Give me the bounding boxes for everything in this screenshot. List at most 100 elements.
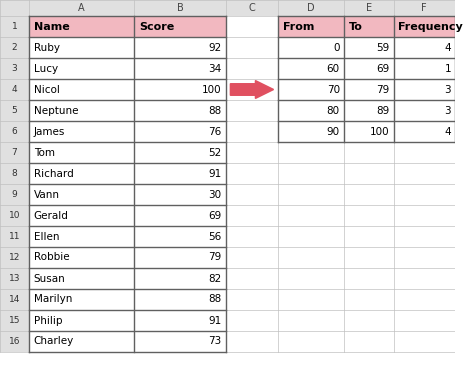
Text: 1: 1 xyxy=(11,22,17,31)
Text: 56: 56 xyxy=(209,231,222,241)
Bar xyxy=(278,205,344,226)
Text: E: E xyxy=(365,3,372,13)
Bar xyxy=(278,331,344,352)
Text: Philip: Philip xyxy=(34,315,62,326)
Text: Marilyn: Marilyn xyxy=(34,295,72,305)
Bar xyxy=(344,205,393,226)
Bar xyxy=(0,100,29,121)
Bar xyxy=(226,205,278,226)
Bar xyxy=(393,100,455,121)
Text: Vann: Vann xyxy=(34,189,60,199)
Bar xyxy=(393,268,455,289)
Bar xyxy=(226,0,278,16)
Bar xyxy=(135,268,226,289)
Bar xyxy=(135,163,226,184)
Bar xyxy=(0,247,29,268)
Bar xyxy=(0,16,29,37)
Bar xyxy=(278,289,344,310)
Text: 100: 100 xyxy=(202,84,222,94)
Text: 60: 60 xyxy=(327,64,340,74)
Bar xyxy=(226,226,278,247)
Bar xyxy=(278,16,344,37)
Bar xyxy=(135,310,226,331)
Text: D: D xyxy=(307,3,315,13)
Text: 3: 3 xyxy=(11,64,17,73)
Text: Frequency: Frequency xyxy=(398,22,463,32)
Bar xyxy=(344,163,393,184)
Text: 69: 69 xyxy=(376,64,390,74)
Bar xyxy=(226,79,278,100)
Text: Susan: Susan xyxy=(34,273,65,283)
Bar xyxy=(0,121,29,142)
Text: Score: Score xyxy=(139,22,174,32)
Bar xyxy=(29,184,135,205)
Text: 8: 8 xyxy=(11,169,17,178)
Bar xyxy=(344,310,393,331)
Text: Neptune: Neptune xyxy=(34,106,78,115)
Text: Gerald: Gerald xyxy=(34,211,68,221)
Bar xyxy=(226,58,278,79)
Bar xyxy=(393,79,455,100)
Bar xyxy=(393,121,455,142)
Text: 88: 88 xyxy=(209,295,222,305)
Text: James: James xyxy=(34,126,65,137)
Bar xyxy=(0,79,29,100)
Bar xyxy=(29,16,135,37)
Bar xyxy=(226,100,278,121)
Bar xyxy=(135,289,226,310)
Text: 90: 90 xyxy=(327,126,340,137)
Bar xyxy=(226,121,278,142)
Bar xyxy=(0,0,29,16)
Bar xyxy=(135,331,226,352)
Text: 79: 79 xyxy=(209,253,222,263)
Bar xyxy=(135,142,226,163)
Bar xyxy=(344,289,393,310)
Text: F: F xyxy=(421,3,427,13)
Bar xyxy=(0,58,29,79)
Bar xyxy=(393,142,455,163)
Bar xyxy=(393,247,455,268)
Text: 80: 80 xyxy=(327,106,340,115)
Text: 2: 2 xyxy=(11,43,17,52)
Bar xyxy=(135,37,226,58)
Bar xyxy=(226,142,278,163)
Text: A: A xyxy=(78,3,85,13)
Bar xyxy=(278,163,344,184)
Text: 15: 15 xyxy=(9,316,20,325)
Bar xyxy=(0,289,29,310)
Bar xyxy=(344,331,393,352)
Text: 34: 34 xyxy=(209,64,222,74)
Bar xyxy=(29,100,135,121)
Text: 91: 91 xyxy=(209,315,222,326)
Bar xyxy=(393,163,455,184)
Text: 4: 4 xyxy=(11,85,17,94)
Bar xyxy=(135,205,226,226)
Bar xyxy=(135,100,226,121)
Text: 5: 5 xyxy=(11,106,17,115)
Bar xyxy=(393,58,455,79)
Bar xyxy=(29,331,135,352)
Bar xyxy=(344,121,393,142)
Text: Ellen: Ellen xyxy=(34,231,59,241)
Text: 73: 73 xyxy=(209,337,222,346)
Bar xyxy=(226,247,278,268)
Text: 79: 79 xyxy=(376,84,390,94)
Bar xyxy=(278,37,344,58)
Bar xyxy=(0,163,29,184)
Text: 91: 91 xyxy=(209,169,222,179)
Bar xyxy=(29,205,135,226)
Bar xyxy=(278,310,344,331)
Bar xyxy=(278,100,344,121)
Text: 3: 3 xyxy=(445,106,451,115)
Text: 88: 88 xyxy=(209,106,222,115)
Text: C: C xyxy=(248,3,255,13)
Text: 4: 4 xyxy=(445,42,451,52)
Bar xyxy=(29,121,135,142)
Bar xyxy=(29,0,135,16)
Text: 14: 14 xyxy=(9,295,20,304)
Bar xyxy=(0,310,29,331)
Text: 69: 69 xyxy=(209,211,222,221)
Bar xyxy=(344,16,393,37)
Text: To: To xyxy=(348,22,362,32)
Text: Nicol: Nicol xyxy=(34,84,59,94)
